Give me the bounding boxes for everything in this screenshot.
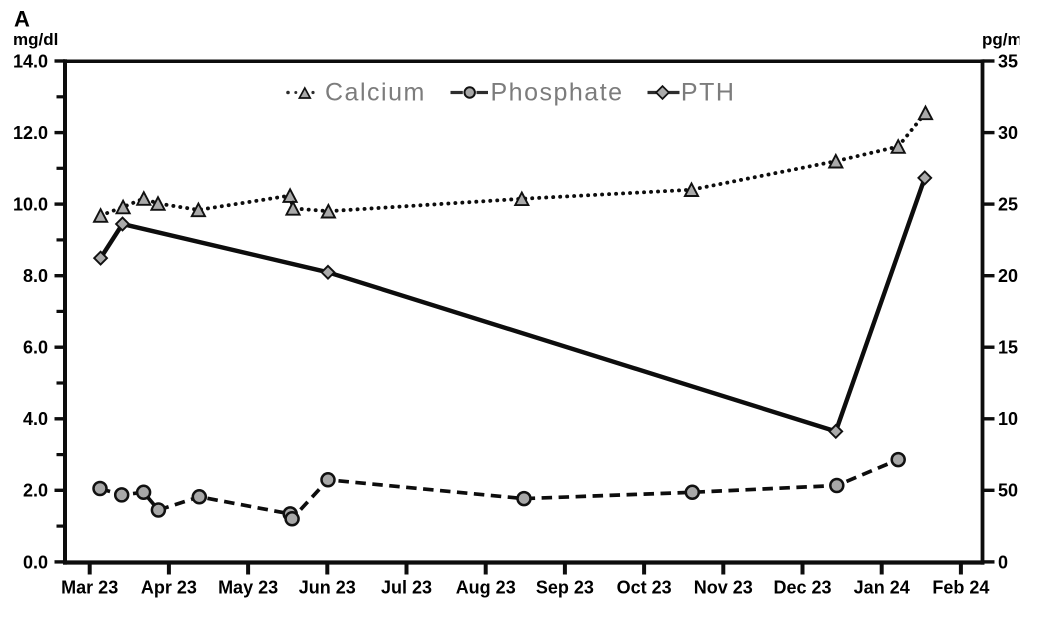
svg-text:PTH: PTH — [681, 78, 736, 106]
svg-text:Calcium: Calcium — [325, 78, 426, 106]
svg-text:12.0: 12.0 — [13, 123, 48, 143]
svg-text:6.0: 6.0 — [23, 338, 48, 358]
svg-text:pg/ml: pg/ml — [982, 30, 1027, 49]
svg-text:mg/dl: mg/dl — [13, 30, 58, 49]
svg-text:30: 30 — [998, 123, 1018, 143]
svg-text:0.0: 0.0 — [23, 552, 48, 572]
svg-text:Phosphate: Phosphate — [491, 78, 624, 106]
svg-text:Apr 23: Apr 23 — [141, 578, 197, 598]
svg-text:8.0: 8.0 — [23, 266, 48, 286]
svg-text:Dec 23: Dec 23 — [773, 578, 831, 598]
svg-text:Jan 24: Jan 24 — [854, 578, 910, 598]
svg-text:May 23: May 23 — [218, 578, 278, 598]
svg-text:15: 15 — [998, 338, 1018, 358]
svg-text:Aug 23: Aug 23 — [456, 578, 516, 598]
svg-text:Mar 23: Mar 23 — [61, 578, 118, 598]
svg-text:10.0: 10.0 — [13, 195, 48, 215]
svg-text:Jun 23: Jun 23 — [299, 578, 356, 598]
svg-text:Sep 23: Sep 23 — [536, 578, 594, 598]
svg-text:Feb 24: Feb 24 — [932, 578, 989, 598]
svg-text:20: 20 — [998, 266, 1018, 286]
svg-text:0: 0 — [998, 552, 1008, 572]
svg-text:50: 50 — [998, 481, 1018, 501]
svg-text:2.0: 2.0 — [23, 481, 48, 501]
svg-text:14.0: 14.0 — [13, 51, 48, 71]
svg-text:4.0: 4.0 — [23, 409, 48, 429]
svg-text:Oct 23: Oct 23 — [617, 578, 672, 598]
svg-text:25: 25 — [998, 195, 1018, 215]
svg-text:Nov 23: Nov 23 — [694, 578, 753, 598]
svg-text:Jul 23: Jul 23 — [381, 578, 432, 598]
svg-text:10: 10 — [998, 409, 1018, 429]
svg-text:35: 35 — [998, 51, 1018, 71]
svg-text:A: A — [14, 7, 30, 32]
